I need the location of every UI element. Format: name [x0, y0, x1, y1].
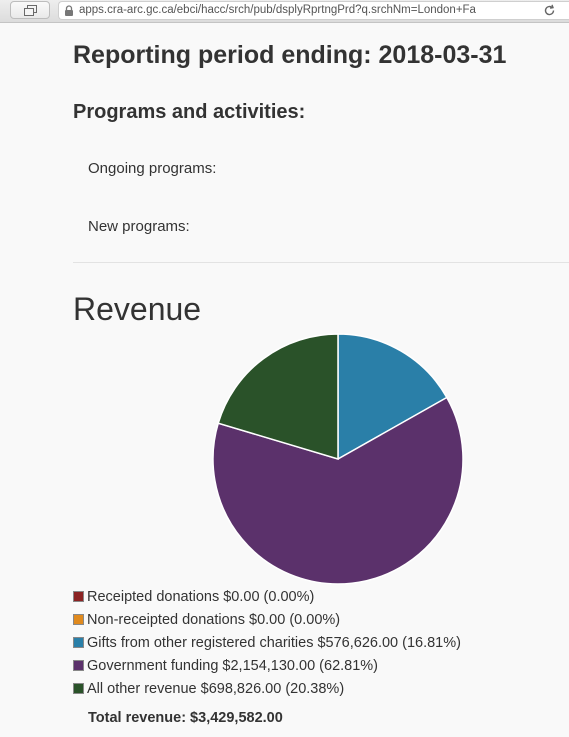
- reload-icon[interactable]: [543, 4, 556, 17]
- pie-slice-4: [217, 333, 339, 461]
- legend-swatch: [73, 683, 84, 694]
- legend-label: Gifts from other registered charities $5…: [87, 634, 461, 651]
- browser-toolbar: apps.cra-arc.gc.ca/ebci/hacc/srch/pub/ds…: [0, 0, 569, 23]
- legend-label: All other revenue $698,826.00 (20.38%): [87, 680, 345, 697]
- legend-item: All other revenue $698,826.00 (20.38%): [73, 677, 461, 700]
- address-bar[interactable]: apps.cra-arc.gc.ca/ebci/hacc/srch/pub/ds…: [58, 1, 569, 20]
- legend-label: Non-receipted donations $0.00 (0.00%): [87, 611, 341, 628]
- revenue-legend: Receipted donations $0.00 (0.00%) Non-rec…: [73, 585, 461, 700]
- legend-swatch: [73, 637, 84, 648]
- legend-swatch: [73, 591, 84, 602]
- programs-heading: Programs and activities:: [73, 101, 306, 123]
- new-programs-label: New programs:: [88, 218, 190, 235]
- legend-label: Government funding $2,154,130.00 (62.81%…: [87, 657, 379, 674]
- ongoing-programs-label: Ongoing programs:: [88, 160, 217, 177]
- legend-item: Gifts from other registered charities $5…: [73, 631, 461, 654]
- legend-item: Receipted donations $0.00 (0.00%): [73, 585, 461, 608]
- revenue-heading: Revenue: [73, 291, 202, 327]
- total-revenue: Total revenue: $3,429,582.00: [88, 710, 283, 726]
- tabs-icon: [24, 5, 37, 16]
- page-content: Reporting period ending: 2018-03-31 Prog…: [0, 23, 569, 737]
- legend-swatch: [73, 614, 84, 625]
- legend-label: Receipted donations $0.00 (0.00%): [87, 588, 315, 605]
- reporting-period-heading: Reporting period ending: 2018-03-31: [73, 41, 507, 69]
- lock-icon: [65, 5, 73, 16]
- url-text[interactable]: apps.cra-arc.gc.ca/ebci/hacc/srch/pub/ds…: [79, 4, 476, 16]
- pie-slice-2: [337, 333, 448, 461]
- pie-slice-3: [212, 396, 464, 585]
- legend-item: Government funding $2,154,130.00 (62.81%…: [73, 654, 461, 677]
- url-fade: [484, 2, 524, 19]
- legend-item: Non-receipted donations $0.00 (0.00%): [73, 608, 461, 631]
- revenue-pie-chart: [212, 333, 464, 585]
- tab-overview-button[interactable]: [10, 1, 50, 19]
- section-divider: [73, 262, 569, 263]
- legend-swatch: [73, 660, 84, 671]
